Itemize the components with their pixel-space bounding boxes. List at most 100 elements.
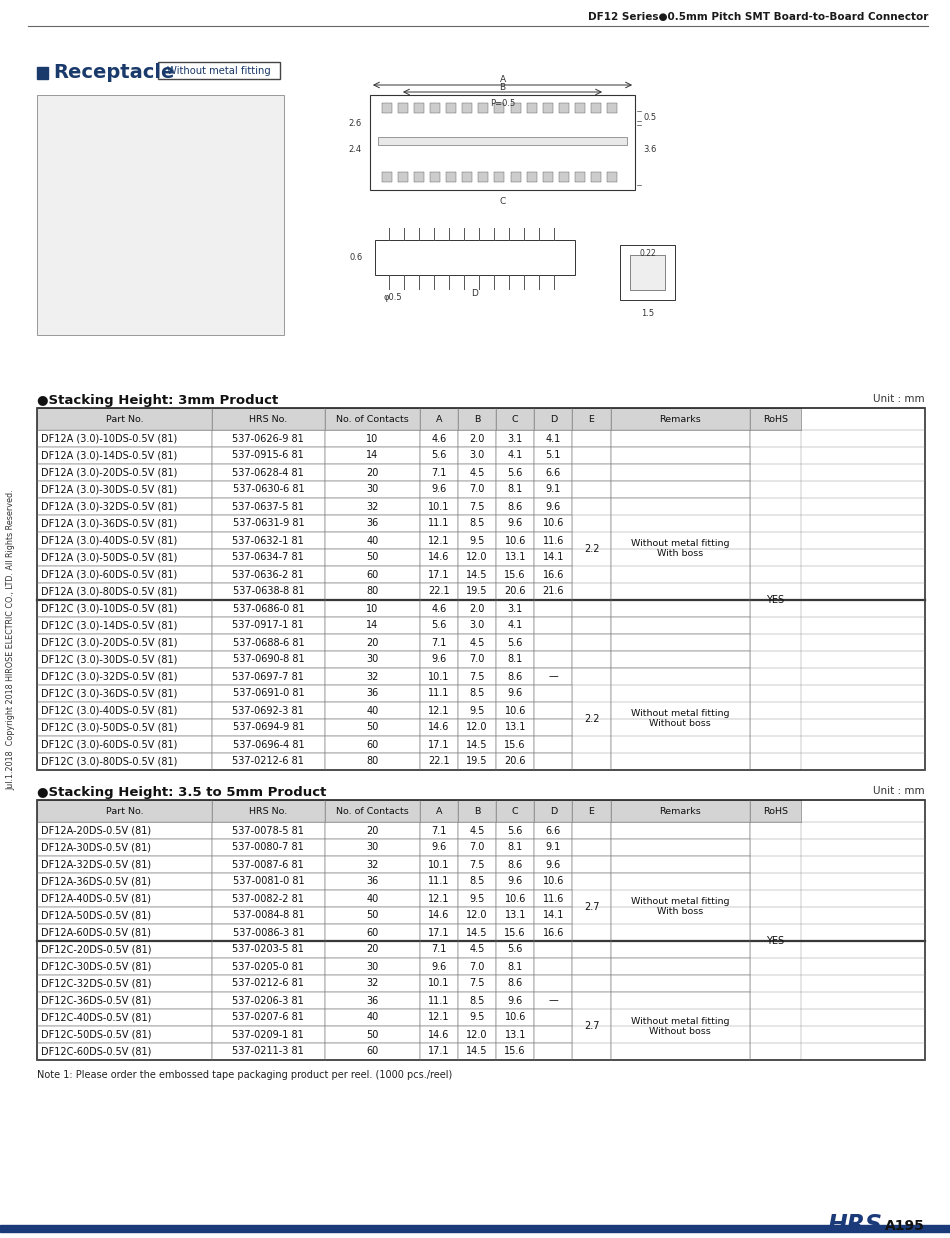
Text: 537-0082-2 81: 537-0082-2 81 [233, 894, 304, 904]
Text: HRS: HRS [827, 1213, 883, 1237]
Text: 537-0628-4 81: 537-0628-4 81 [233, 468, 304, 478]
Text: 537-0084-8 81: 537-0084-8 81 [233, 910, 304, 921]
Bar [212, 498, 325, 515]
Bar [37, 800, 212, 822]
Bar [325, 719, 420, 737]
Text: 537-0637-5 81: 537-0637-5 81 [233, 501, 304, 511]
Bar [37, 583, 212, 600]
Text: 30: 30 [366, 962, 378, 972]
Bar [611, 873, 750, 941]
Bar [573, 482, 611, 498]
Text: 2.2: 2.2 [584, 543, 599, 553]
Bar [420, 583, 458, 600]
Bar [534, 924, 573, 941]
Bar [325, 924, 420, 941]
Bar [496, 800, 534, 822]
Text: 6.6: 6.6 [545, 468, 561, 478]
Bar [611, 447, 750, 464]
Bar [496, 409, 534, 430]
Text: 7.1: 7.1 [431, 945, 446, 954]
Text: 3.1: 3.1 [507, 433, 522, 443]
Text: 14.6: 14.6 [428, 552, 449, 562]
Bar [496, 941, 534, 958]
Bar [496, 800, 534, 822]
Bar [420, 634, 458, 651]
Text: 537-0636-2 81: 537-0636-2 81 [233, 569, 304, 579]
Text: DF12A (3.0)-30DS-0.5V (81): DF12A (3.0)-30DS-0.5V (81) [41, 484, 178, 494]
Text: 3.0: 3.0 [469, 620, 484, 630]
Bar [420, 976, 458, 992]
Bar [458, 822, 496, 839]
Text: B: B [474, 415, 480, 423]
Bar [420, 409, 458, 430]
Bar [573, 600, 611, 617]
Text: 12.1: 12.1 [428, 894, 449, 904]
Bar [325, 600, 420, 617]
Bar [420, 737, 458, 753]
Text: 537-0203-5 81: 537-0203-5 81 [233, 945, 304, 954]
Bar [325, 685, 420, 702]
Bar [325, 992, 420, 1009]
Text: No. of Contacts: No. of Contacts [336, 415, 408, 423]
Bar [611, 976, 750, 992]
Text: 9.1: 9.1 [545, 843, 561, 853]
Bar [559, 172, 569, 182]
Bar [325, 907, 420, 924]
Text: A195: A195 [885, 1219, 925, 1233]
Bar [37, 95, 284, 335]
Bar [212, 822, 325, 839]
Text: 12.1: 12.1 [428, 536, 449, 546]
Bar [591, 172, 600, 182]
Text: 7.0: 7.0 [469, 962, 484, 972]
Bar [510, 103, 521, 113]
Text: A: A [435, 415, 442, 423]
Bar [526, 103, 537, 113]
Bar [37, 1042, 212, 1060]
Bar [420, 600, 458, 617]
Text: Note 1: Please order the embossed tape packaging product per reel. (1000 pcs./re: Note 1: Please order the embossed tape p… [37, 1070, 452, 1080]
Text: DF12A-20DS-0.5V (81): DF12A-20DS-0.5V (81) [41, 826, 151, 836]
Text: 9.6: 9.6 [431, 484, 446, 494]
Bar [212, 685, 325, 702]
Bar [611, 941, 750, 958]
Bar [446, 172, 456, 182]
Bar [534, 464, 573, 482]
Text: Part No.: Part No. [105, 806, 143, 816]
Text: Part No.: Part No. [105, 415, 143, 423]
Bar [212, 873, 325, 890]
Text: C: C [512, 806, 519, 816]
Bar [575, 172, 585, 182]
Bar [496, 464, 534, 482]
Bar [573, 634, 611, 651]
Text: 17.1: 17.1 [428, 1046, 449, 1056]
Text: DF12C (3.0)-40DS-0.5V (81): DF12C (3.0)-40DS-0.5V (81) [41, 706, 178, 716]
Bar [325, 737, 420, 753]
Bar [534, 873, 573, 890]
Text: 2.0: 2.0 [469, 433, 484, 443]
Bar [611, 464, 750, 482]
Bar [325, 855, 420, 873]
Text: ●Stacking Height: 3.5 to 5mm Product: ●Stacking Height: 3.5 to 5mm Product [37, 786, 327, 799]
Bar [496, 447, 534, 464]
Bar [458, 737, 496, 753]
Bar [325, 1026, 420, 1042]
Bar [420, 924, 458, 941]
Bar [611, 409, 750, 430]
Text: D: D [550, 415, 557, 423]
Text: 8.1: 8.1 [507, 843, 522, 853]
Text: 8.5: 8.5 [469, 877, 484, 886]
Bar [534, 634, 573, 651]
Text: 13.1: 13.1 [504, 1030, 526, 1040]
Text: 2.4: 2.4 [349, 146, 362, 155]
Bar [526, 172, 537, 182]
Bar [212, 482, 325, 498]
Bar [325, 498, 420, 515]
Bar [37, 1009, 212, 1026]
Text: C: C [500, 198, 505, 207]
Bar [496, 583, 534, 600]
Text: DF12A (3.0)-80DS-0.5V (81): DF12A (3.0)-80DS-0.5V (81) [41, 587, 178, 597]
Bar [420, 822, 458, 839]
Text: Without metal fitting: Without metal fitting [167, 66, 271, 76]
Text: 20.6: 20.6 [504, 756, 526, 766]
Bar [398, 103, 408, 113]
